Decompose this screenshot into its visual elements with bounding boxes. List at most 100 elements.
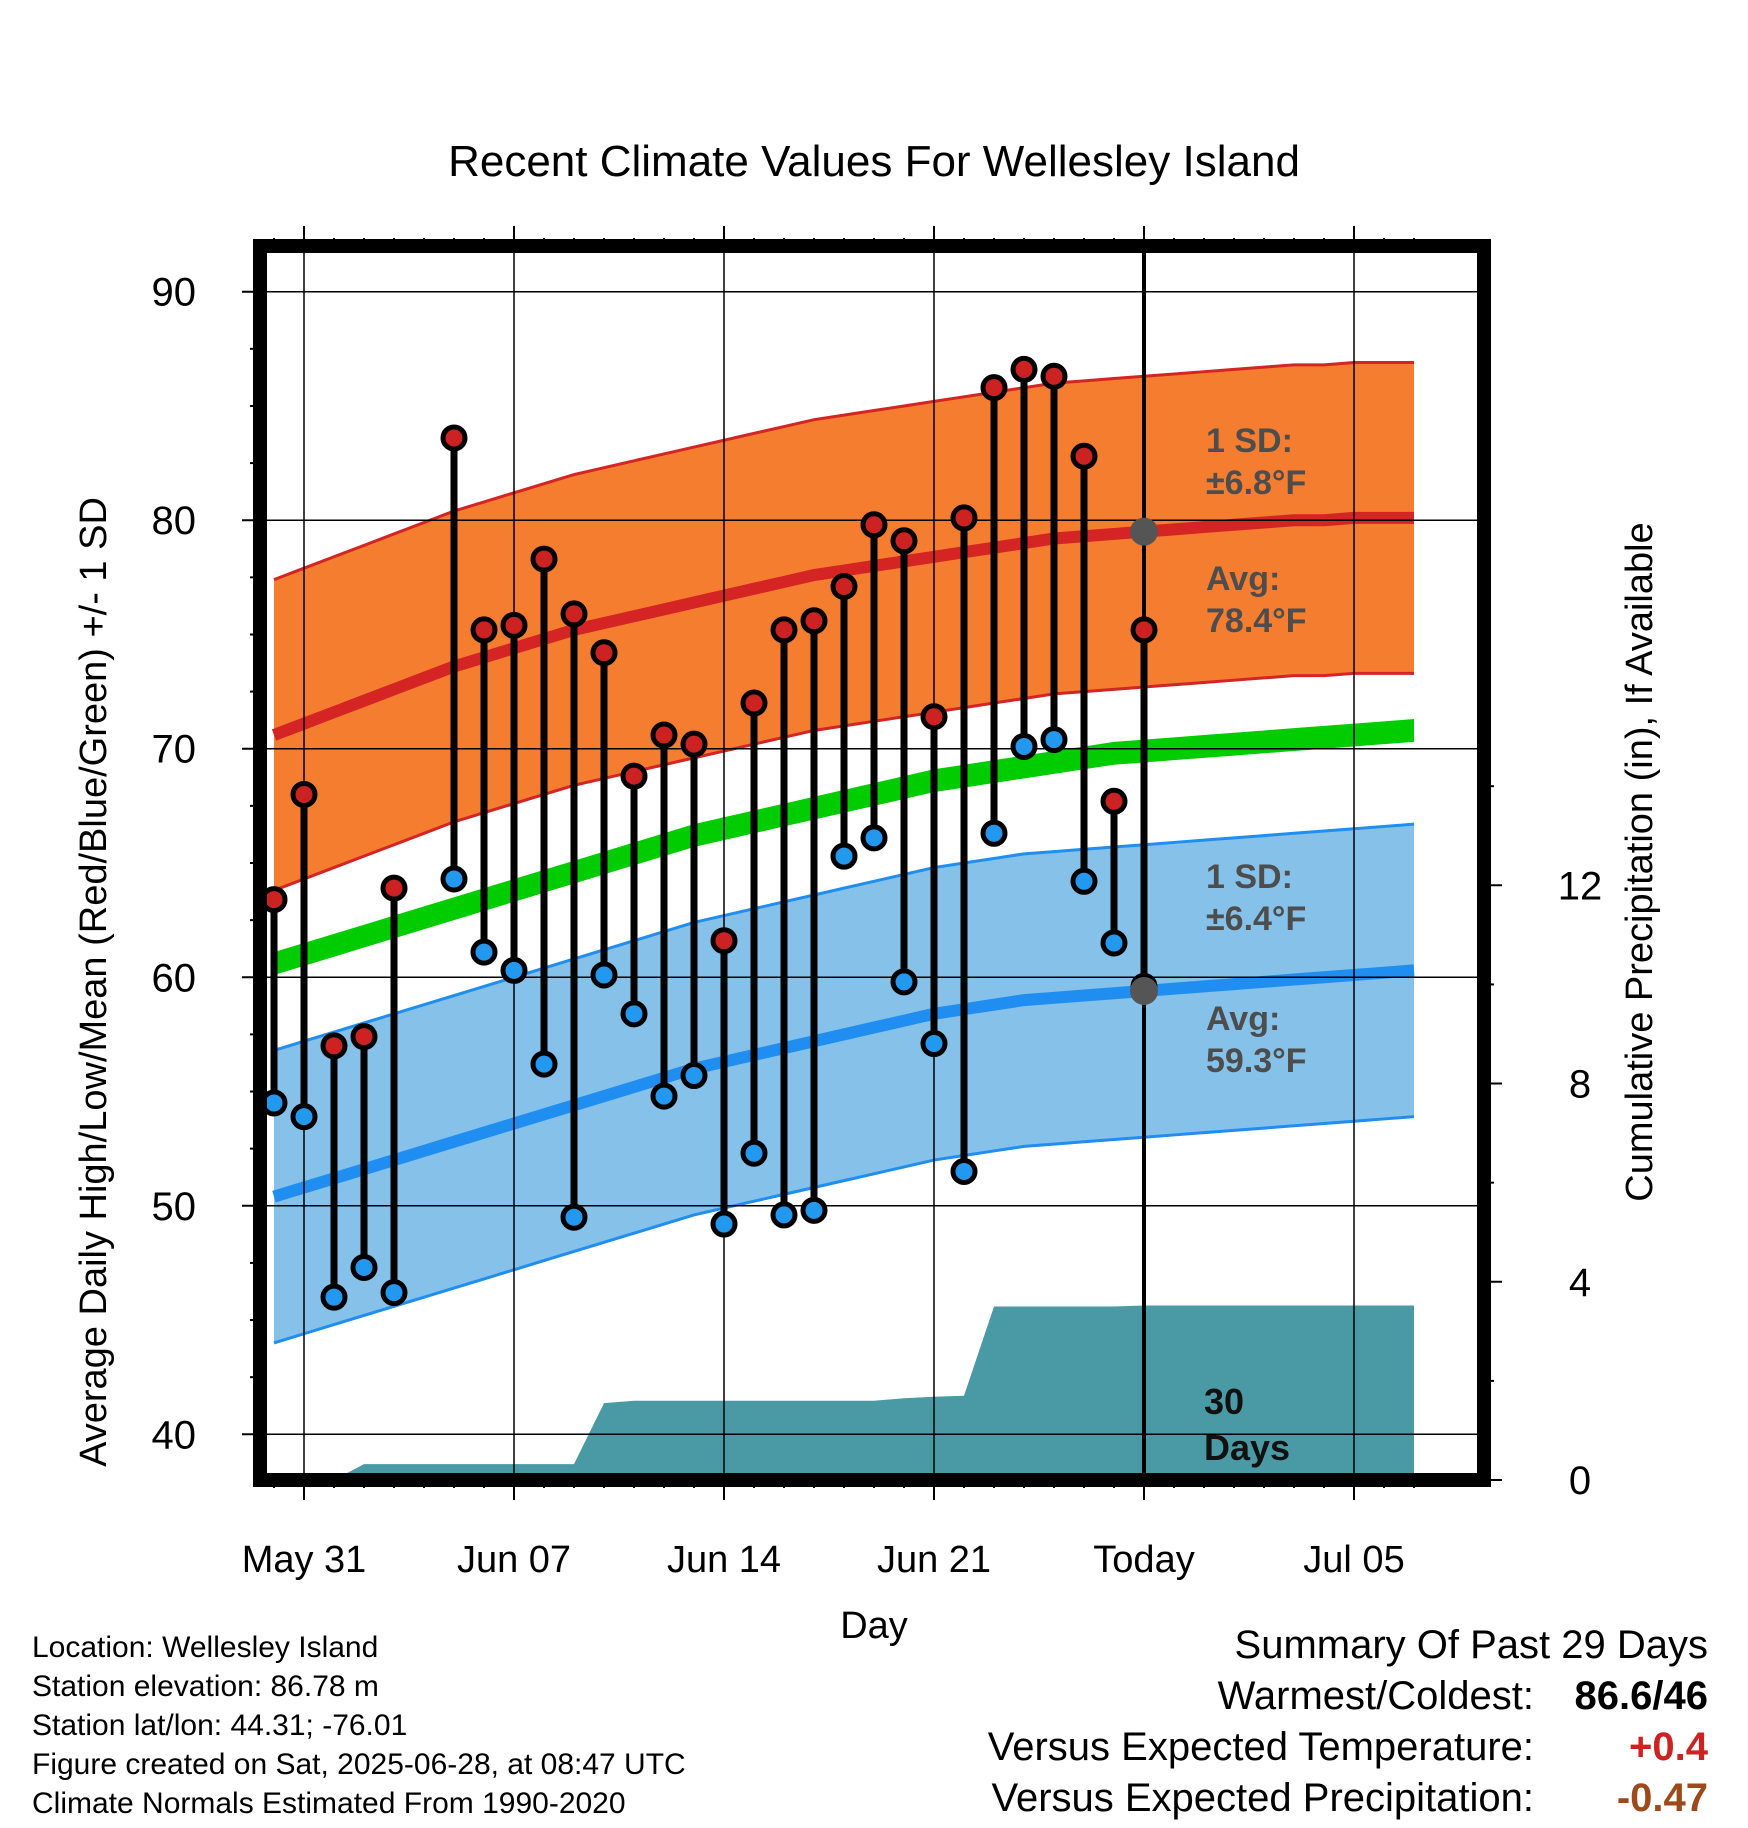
x-tick-label: Jun 14 [667,1539,781,1581]
obs-high-point [890,527,918,555]
high-avg-value: 78.4°F [1206,602,1307,640]
y-axis-right-label: Cumulative Precipitation (in), If Availa… [1619,522,1661,1201]
x-axis-label: Day [840,1605,908,1647]
today-high-marker [1130,517,1158,546]
obs-low-point [500,956,528,984]
station-metadata: Location: Wellesley Island Station eleva… [32,1628,686,1823]
high-band-upper-edge [273,361,1414,582]
obs-low-point [1100,929,1128,957]
low-band-upper-edge [273,822,1415,1052]
obs-low-point [350,1253,378,1281]
y-right-tick-label: 4 [1569,1261,1591,1305]
obs-low-point [830,842,858,870]
obs-low-point [380,1279,408,1307]
obs-high-point [950,504,978,532]
normals-text: Climate Normals Estimated From 1990-2020 [32,1787,626,1820]
warm-cold-value: 86.6/46 [1574,1674,1708,1718]
obs-low-point [1070,867,1098,895]
obs-high-point [590,639,618,667]
obs-low-point [1010,732,1038,760]
obs-low-point [860,824,888,852]
obs-low-point [530,1050,558,1078]
obs-high-point [770,616,798,644]
summary-precip: Versus Expected Precipitation: -0.47 [988,1773,1708,1824]
obs-low-point [950,1158,978,1185]
obs-high-point [1040,362,1068,390]
obs-high-point [1130,616,1158,644]
obs-low-point [560,1203,588,1231]
avg-low-line [272,964,1415,1203]
precip-value: -0.47 [1616,1776,1708,1820]
obs-low-point [710,1210,738,1238]
temp-label: Versus Expected Temperature: [987,1725,1534,1769]
y-left-tick-label: 50 [152,1185,197,1229]
location-text: Location: Wellesley Island [32,1631,379,1664]
obs-high-point [740,689,768,717]
avg-high-line [271,511,1414,741]
obs-low-point [470,938,498,966]
obs-high-point [470,616,498,644]
obs-low-point [890,968,918,996]
low-band-lower-edge [273,1115,1415,1345]
low-sd-value: ±6.4°F [1206,900,1306,938]
high-sd-label: 1 SD: [1206,422,1293,460]
days-label-line2: Days [1204,1427,1290,1468]
x-tick-label: Jun 21 [877,1539,991,1581]
y-left-tick-label: 40 [152,1413,197,1457]
obs-high-point [680,730,708,758]
obs-high-point [620,762,648,790]
x-tick-label: Jun 07 [457,1539,571,1581]
high-avg-label: Avg: [1206,560,1280,598]
obs-high-point [1070,442,1098,470]
y-right-tick-label: 0 [1569,1459,1591,1503]
obs-low-point [770,1201,798,1229]
summary-title: Summary Of Past 29 Days [1234,1623,1708,1667]
obs-low-point [980,819,1008,847]
obs-low-point [1040,726,1068,754]
summary-panel: Summary Of Past 29 Days Warmest/Coldest:… [988,1620,1708,1824]
obs-high-point [440,424,468,452]
high-sd-value: ±6.8°F [1206,464,1306,502]
x-tick-label: May 31 [242,1539,367,1581]
obs-high-point [1010,355,1038,383]
mean-band [274,719,1414,975]
y-right-tick-label: 12 [1558,864,1603,908]
obs-low-point [620,1000,648,1028]
obs-high-point [350,1023,378,1051]
obs-low-point [680,1062,708,1090]
obs-high-point [530,545,558,573]
obs-high-point [830,572,858,600]
obs-high-point [980,374,1008,402]
clipped-layer [260,246,1484,1480]
obs-high-point [1100,787,1128,815]
temp-value: +0.4 [1629,1725,1708,1769]
warm-cold-label: Warmest/Coldest: [1217,1674,1534,1718]
elevation-text: Station elevation: 86.78 m [32,1670,379,1703]
obs-high-point [290,780,318,808]
y-axis-left-label: Average Daily High/Low/Mean (Red/Blue/Gr… [73,497,115,1467]
obs-low-point [320,1283,348,1311]
low-sd-label: 1 SD: [1206,858,1293,896]
obs-high-point [860,511,888,539]
y-left-tick-label: 60 [152,956,197,1000]
obs-low-point [740,1139,768,1167]
created-text: Figure created on Sat, 2025-06-28, at 08… [32,1748,686,1781]
y-left-tick-label: 90 [152,271,197,315]
obs-high-point [650,721,678,749]
chart-title: Recent Climate Values For Wellesley Isla… [448,137,1300,186]
summary-temp: Versus Expected Temperature: +0.4 [988,1722,1708,1773]
days-label-line1: 30 [1204,1381,1244,1422]
obs-low-point [590,961,618,989]
obs-high-point [560,600,588,628]
obs-low-point [290,1103,318,1131]
y-left-tick-label: 80 [152,499,197,543]
obs-high-point [800,607,828,635]
low-avg-value: 59.3°F [1206,1042,1307,1080]
precip-label: Versus Expected Precipitation: [991,1776,1534,1820]
today-low-marker [1130,976,1158,1005]
y-left-tick-label: 70 [152,728,197,772]
precip-area [274,1305,1414,1480]
low-sd-band [274,824,1414,1343]
summary-warm-cold: Warmest/Coldest: 86.6/46 [988,1671,1708,1722]
obs-high-point [500,611,528,639]
